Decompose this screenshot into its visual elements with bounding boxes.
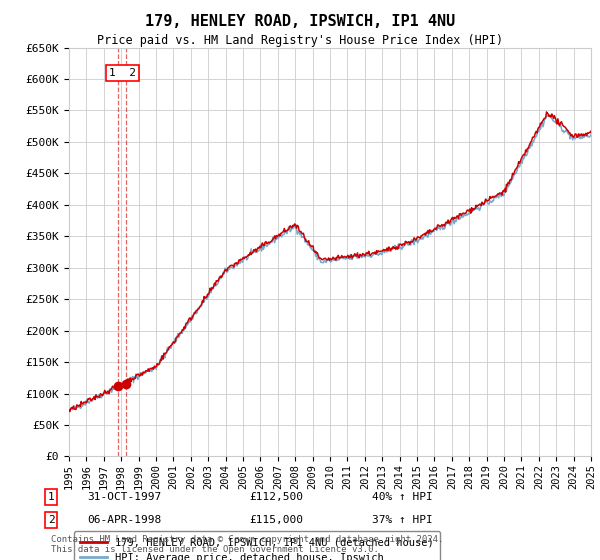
Text: 40% ↑ HPI: 40% ↑ HPI: [372, 492, 433, 502]
Text: 179, HENLEY ROAD, IPSWICH, IP1 4NU: 179, HENLEY ROAD, IPSWICH, IP1 4NU: [145, 14, 455, 29]
Text: Contains HM Land Registry data © Crown copyright and database right 2024.
This d: Contains HM Land Registry data © Crown c…: [51, 535, 443, 554]
Text: 1  2: 1 2: [109, 68, 136, 78]
Text: 1: 1: [47, 492, 55, 502]
Text: 06-APR-1998: 06-APR-1998: [87, 515, 161, 525]
Text: 37% ↑ HPI: 37% ↑ HPI: [372, 515, 433, 525]
Legend: 179, HENLEY ROAD, IPSWICH, IP1 4NU (detached house), HPI: Average price, detache: 179, HENLEY ROAD, IPSWICH, IP1 4NU (deta…: [74, 531, 440, 560]
Text: £115,000: £115,000: [249, 515, 303, 525]
Text: Price paid vs. HM Land Registry's House Price Index (HPI): Price paid vs. HM Land Registry's House …: [97, 34, 503, 46]
Text: 31-OCT-1997: 31-OCT-1997: [87, 492, 161, 502]
Text: 2: 2: [47, 515, 55, 525]
Text: £112,500: £112,500: [249, 492, 303, 502]
